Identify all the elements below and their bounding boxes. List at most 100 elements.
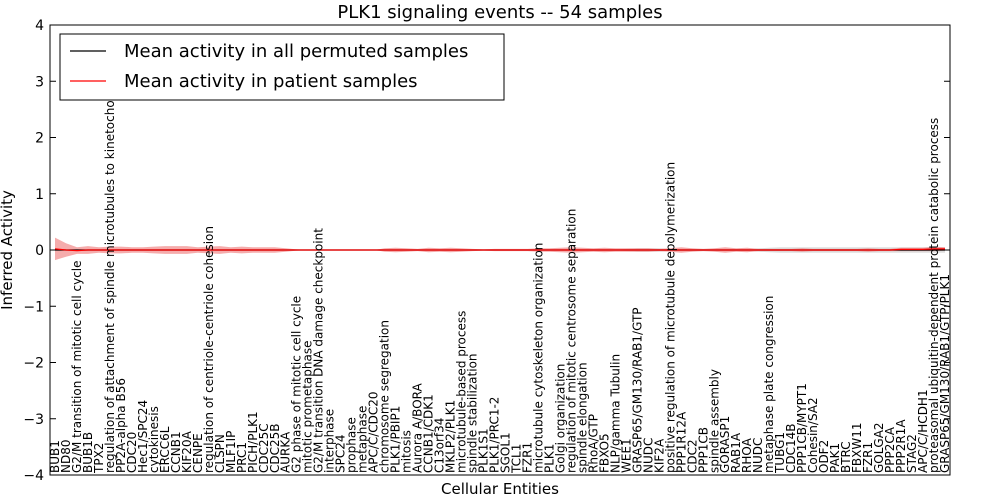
x-category-label: positive regulation of microtubule depol…: [663, 162, 677, 473]
x-category-label: WEE1: [619, 438, 633, 473]
x-category-label: TCL1: [510, 444, 524, 474]
x-category-label: PLK1S1: [477, 428, 491, 473]
x-category-label: RhoA/GTP: [586, 414, 600, 473]
x-category-label: Cohesin/SA2: [806, 397, 820, 473]
legend-label-patient: Mean activity in patient samples: [124, 71, 418, 92]
x-category-label: CCNB1: [169, 431, 183, 473]
x-category-label: proteasomal ubiquitin-dependent protein …: [927, 118, 941, 473]
y-tick-label: −3: [23, 412, 44, 428]
x-category-label: CDC20: [125, 432, 139, 473]
x-category-label: PPP1R12A: [674, 411, 688, 473]
x-category-label: Aurora A/BORA: [411, 383, 425, 473]
x-category-label: CENPE: [191, 433, 205, 473]
y-tick-label: 2: [35, 131, 44, 147]
x-category-label: PPP2CA: [883, 426, 897, 473]
x-category-label: Golgi organization: [553, 364, 567, 473]
y-tick-label: −4: [23, 468, 44, 484]
x-category-label: FBXO5: [597, 433, 611, 473]
x-category-label: GRASP65/GM130/RAB1/GTP/PLK1: [938, 274, 952, 473]
x-category-label: PLK1/PRC1-2: [488, 397, 502, 473]
x-category-label: C13orf34: [433, 418, 447, 473]
series-line-patient: [54, 248, 945, 252]
x-category-label: APC/C/HCDH1: [916, 389, 930, 473]
x-category-label: regulation of mitotic centrosome separat…: [564, 209, 578, 473]
x-category-label: PLK1: [542, 444, 556, 473]
x-category-label: RAB1A: [729, 432, 743, 473]
y-tick-label: 3: [35, 74, 44, 90]
x-category-label: AURKA: [279, 431, 293, 473]
legend-label-permuted: Mean activity in all permuted samples: [124, 41, 468, 62]
x-category-label: PPP1CB/MYPT1: [795, 383, 809, 473]
x-category-label: spindle assembly: [707, 369, 721, 473]
x-category-label: MKLP2/PLK1: [444, 400, 458, 473]
x-category-label: PRC1: [235, 442, 249, 473]
x-category-label: STAG2: [905, 434, 919, 473]
y-axis-label: Inferred Activity: [0, 190, 16, 310]
x-category-label: metaphase plate congression: [762, 296, 776, 473]
x-category-label: SPC24: [334, 434, 348, 473]
x-category-label: NUDC: [641, 438, 655, 473]
x-category-label: KIF20A: [180, 430, 194, 473]
x-category-label: TPX2: [92, 443, 106, 474]
x-category-label: interphase: [323, 409, 337, 473]
x-category-label: G2/M transition of mitotic cell cycle: [70, 260, 84, 473]
x-category-label: PAK1: [828, 443, 842, 473]
y-axis-ticks: −4 −3 −2 −1 0 1 2 3 4: [23, 18, 950, 484]
x-category-label: NLP/gamma Tubulin: [608, 354, 622, 473]
x-category-label: microtubule-based process: [455, 311, 469, 473]
x-category-label: PPP2R1A: [894, 419, 908, 473]
x-category-label: PLK1/PBIP1: [389, 406, 403, 473]
x-category-label: GORASP1: [718, 416, 732, 473]
x-category-label: BUB1B: [81, 432, 95, 473]
x-category-label: CCNB1/CDK1: [422, 394, 436, 473]
x-category-label: NUDC: [751, 438, 765, 473]
y-tick-label: −2: [23, 356, 44, 372]
x-category-label: PPP1CB: [696, 427, 710, 473]
x-category-label: metaphase: [356, 406, 370, 473]
x-category-label: APC/C/CDC20: [367, 391, 381, 473]
x-category-label: GOLGA2: [872, 422, 886, 473]
x-category-label: MLF1IP: [224, 431, 238, 473]
confidence-bands: [55, 237, 945, 261]
x-category-label: microtubule cytoskeleton organization: [532, 243, 546, 473]
x-category-label: SGOL1: [499, 432, 513, 473]
x-category-label: KIF2A: [652, 438, 666, 473]
x-category-label: FZR1: [861, 442, 875, 473]
x-category-label: CDC14B: [784, 424, 798, 474]
legend-box: [59, 33, 505, 101]
x-category-label: PP2A-alpha B56: [114, 378, 128, 473]
x-category-label: spindle elongation: [575, 362, 589, 473]
y-tick-label: 0: [35, 243, 44, 259]
y-tick-label: 1: [35, 187, 44, 203]
x-category-label: PICH/PLK1: [246, 411, 260, 473]
y-tick-label: −1: [23, 299, 44, 315]
x-category-label: G2/M transition DNA damage checkpoint: [312, 228, 326, 473]
x-category-label: ERCC6L: [158, 426, 172, 473]
x-category-label: CDC25C: [257, 423, 271, 473]
x-category-label: ND80: [59, 440, 73, 474]
plot-area: [49, 24, 951, 476]
y-tick-label: 4: [35, 18, 44, 34]
x-category-label: chromosome segregation: [378, 320, 392, 473]
legend: Mean activity in all permuted samples Me…: [59, 33, 505, 101]
x-category-label: mitosis: [400, 430, 414, 473]
series-lines: [54, 248, 945, 252]
x-category-label: TUBG1: [773, 432, 787, 474]
x-category-label: prophase: [345, 417, 359, 473]
x-category-label: BUB1: [48, 440, 62, 473]
x-category-label: spindle stabilization: [466, 353, 480, 473]
x-category-label: BTRC: [839, 441, 853, 473]
chart-title: PLK1 signaling events -- 54 samples: [337, 2, 662, 23]
x-category-label: FBXW11: [850, 423, 864, 474]
x-category-label: CLSPN: [213, 434, 227, 473]
x-category-label: regulation of attachment of spindle micr…: [103, 88, 117, 473]
x-category-label: FZR1: [521, 442, 535, 473]
x-axis-label: Cellular Entities: [441, 480, 559, 498]
x-category-label: GRASP65/GM130/RAB1/GTP: [630, 307, 644, 473]
x-category-label: G2 phase of mitotic cell cycle: [290, 296, 304, 473]
x-category-label: RHOA: [740, 437, 754, 473]
x-category-label: CDC2: [685, 439, 699, 473]
x-category-label: mitotic prometaphase: [301, 341, 315, 474]
